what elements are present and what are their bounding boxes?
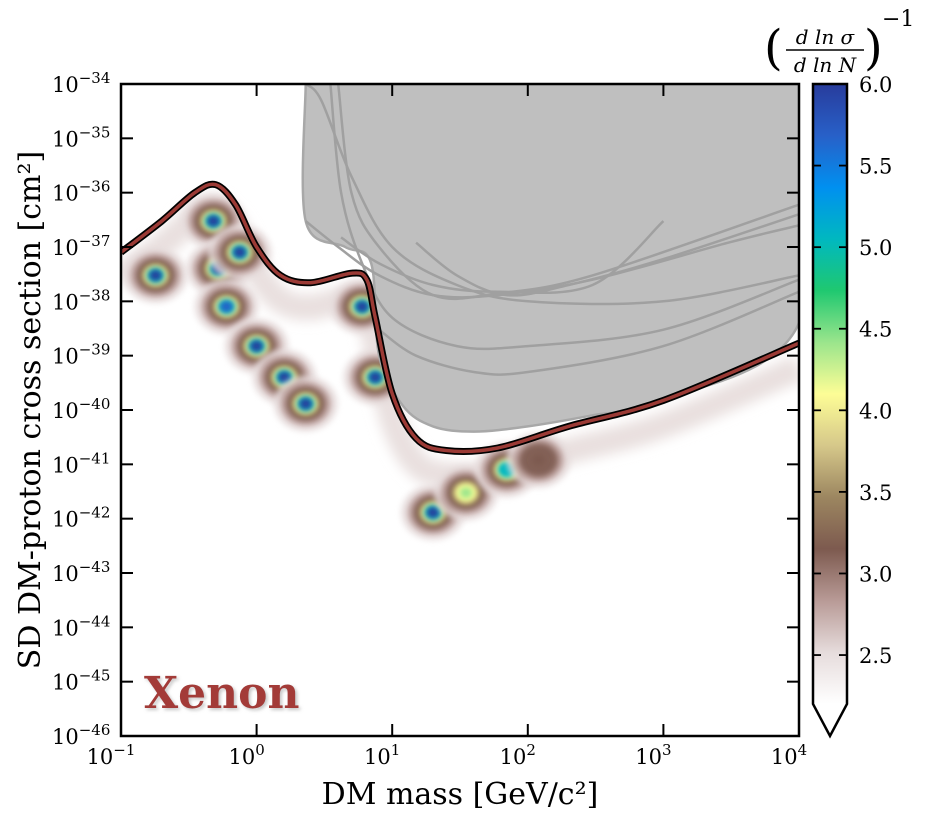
colorbar-tick-label: 5.5 bbox=[859, 155, 892, 179]
detector-label: Xenon bbox=[144, 668, 299, 719]
y-axis-title: SD DM-proton cross section [cm²] bbox=[13, 151, 48, 669]
colorbar-tick-label: 4.0 bbox=[859, 399, 892, 423]
x-tick-label: 10−1 bbox=[87, 741, 136, 769]
y-tick-label: 10−42 bbox=[52, 504, 110, 532]
y-tick-label: 10−36 bbox=[52, 178, 110, 206]
density-hotspot bbox=[181, 193, 246, 250]
colorbar-tick-label: 2.5 bbox=[859, 644, 892, 668]
density-hotspot bbox=[207, 224, 272, 281]
other-limit-curve bbox=[415, 213, 799, 297]
colorbar-ticks: 2.5 3.0 3.5 4.0 4.5 5.0 5.5 6.0 bbox=[813, 73, 892, 668]
colorbar-title-left-paren: ( bbox=[764, 20, 783, 76]
plot-area bbox=[121, 84, 799, 736]
colorbar-extend-triangle bbox=[813, 704, 847, 736]
x-axis-title: DM mass [GeV/c²] bbox=[322, 777, 599, 812]
colorbar-tick-label: 4.5 bbox=[859, 318, 892, 342]
y-tick-label: 10−37 bbox=[52, 232, 110, 260]
other-limit-curve bbox=[329, 84, 799, 351]
other-limit-curves bbox=[304, 84, 799, 376]
y-tick-label: 10−44 bbox=[52, 612, 110, 640]
y-tick-label: 10−38 bbox=[52, 286, 110, 314]
colorbar-tick-label: 5.0 bbox=[859, 236, 892, 260]
x-tick-label: 104 bbox=[771, 741, 807, 769]
colorbar: 2.5 3.0 3.5 4.0 4.5 5.0 5.5 6.0 ( d ln σ d ln N… bbox=[764, 7, 914, 739]
axis-tick-labels: 10−1 100 101 102 103 104 10−34 10−35 10−36 10−37 1… bbox=[52, 69, 807, 769]
y-tick-label: 10−40 bbox=[52, 395, 110, 423]
y-tick-label: 10−34 bbox=[52, 69, 110, 97]
colorbar-gradient bbox=[813, 84, 847, 704]
x-tick-label: 102 bbox=[500, 741, 536, 769]
other-limit-curve bbox=[378, 290, 799, 376]
y-tick-label: 10−39 bbox=[52, 341, 110, 369]
colorbar-tick-label: 3.5 bbox=[859, 481, 892, 505]
x-tick-label: 100 bbox=[228, 741, 264, 769]
density-hotspot bbox=[506, 432, 571, 488]
colorbar-title: ( d ln σ d ln N ) −1 bbox=[764, 7, 914, 77]
colorbar-title-right-paren: ) bbox=[864, 20, 883, 76]
other-limit-curve bbox=[336, 84, 799, 301]
colorbar-title-denominator: d ln N bbox=[794, 53, 858, 77]
density-heatmap bbox=[121, 193, 799, 541]
density-hotspot bbox=[194, 278, 259, 335]
limit-curve bbox=[121, 182, 799, 454]
other-limit-curve bbox=[304, 84, 799, 306]
y-tick-label: 10−45 bbox=[52, 667, 110, 695]
x-tick-label: 101 bbox=[364, 741, 400, 769]
density-hotspot bbox=[123, 247, 188, 304]
density-hotspot bbox=[273, 375, 338, 432]
colorbar-tick-label: 3.0 bbox=[859, 562, 892, 586]
x-tick-label: 103 bbox=[635, 741, 671, 769]
y-tick-label: 10−35 bbox=[52, 123, 110, 151]
colorbar-title-numerator: d ln σ bbox=[796, 25, 856, 49]
colorbar-title-exponent: −1 bbox=[882, 7, 914, 32]
axis-ticks bbox=[120, 83, 800, 737]
y-tick-label: 10−43 bbox=[52, 558, 110, 586]
colorbar-tick-label: 6.0 bbox=[859, 73, 892, 97]
y-tick-label: 10−41 bbox=[52, 449, 110, 477]
